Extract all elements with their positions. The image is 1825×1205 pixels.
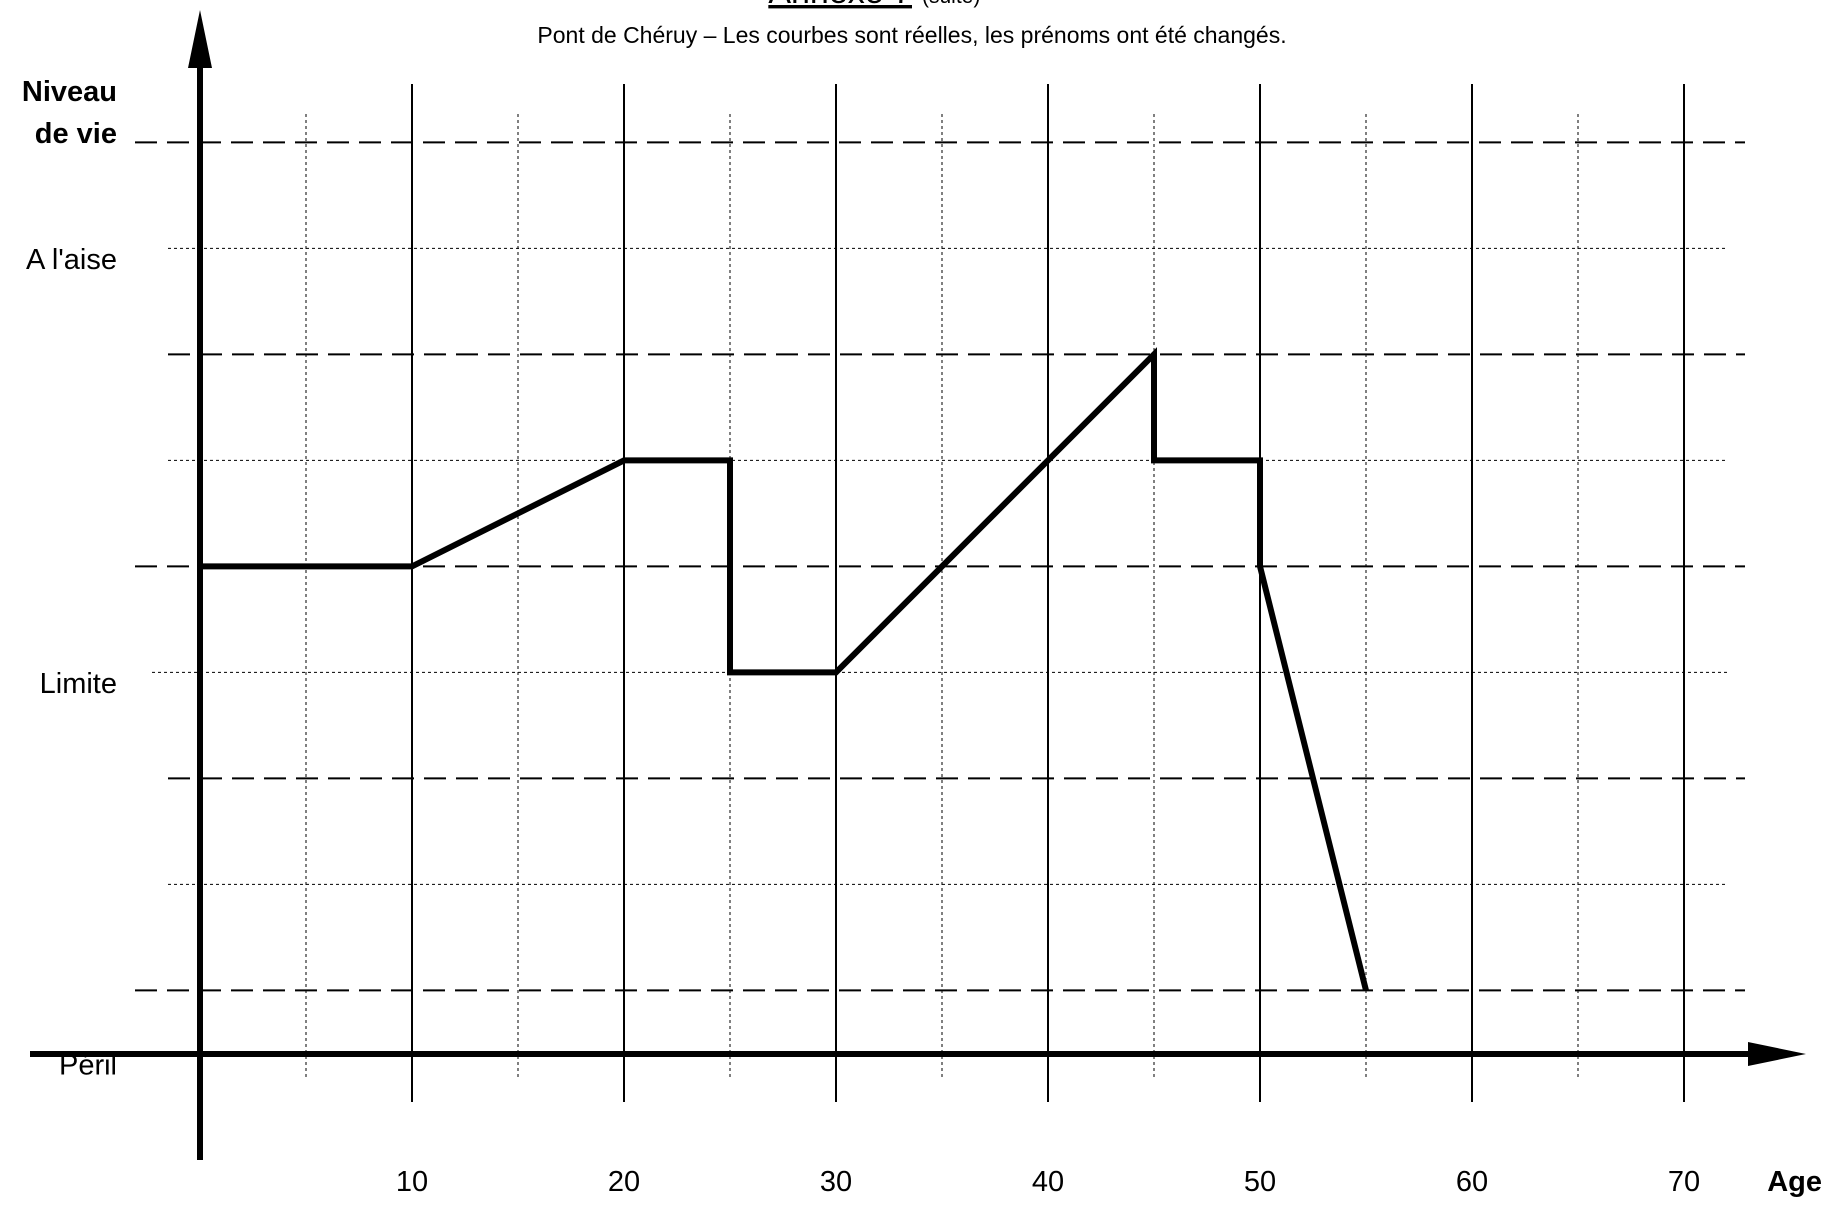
chart-title: Annexe 7 xyxy=(768,0,912,11)
x-tick-label: 20 xyxy=(608,1166,640,1198)
series-line xyxy=(200,347,1369,992)
chart-subtitle: Pont de Chéruy – Les courbes sont réelle… xyxy=(537,22,1286,48)
level-label: A l'aise xyxy=(26,244,117,276)
grid-lines xyxy=(135,84,1745,1102)
x-axis-label: Age xyxy=(1767,1166,1822,1198)
x-tick-label: 30 xyxy=(820,1166,852,1198)
chart-title-suffix: (suite) xyxy=(922,0,980,8)
x-tick-label: 60 xyxy=(1456,1166,1488,1198)
labels: Annexe 7 (suite) Pont de Chéruy – Les cour… xyxy=(22,0,1822,1198)
series-layer xyxy=(200,347,1369,992)
x-tick-label: 50 xyxy=(1244,1166,1276,1198)
x-tick-label: 70 xyxy=(1668,1166,1700,1198)
level-label: Péril xyxy=(59,1050,117,1082)
y-axis-label: Niveau xyxy=(22,76,117,108)
x-tick-label: 10 xyxy=(396,1166,428,1198)
y-axis-label: de vie xyxy=(35,118,117,150)
axes xyxy=(30,10,1806,1160)
level-label: Limite xyxy=(40,668,117,700)
x-tick-label: 40 xyxy=(1032,1166,1064,1198)
y-axis-arrowhead xyxy=(188,10,212,68)
x-axis-arrowhead xyxy=(1748,1042,1806,1066)
